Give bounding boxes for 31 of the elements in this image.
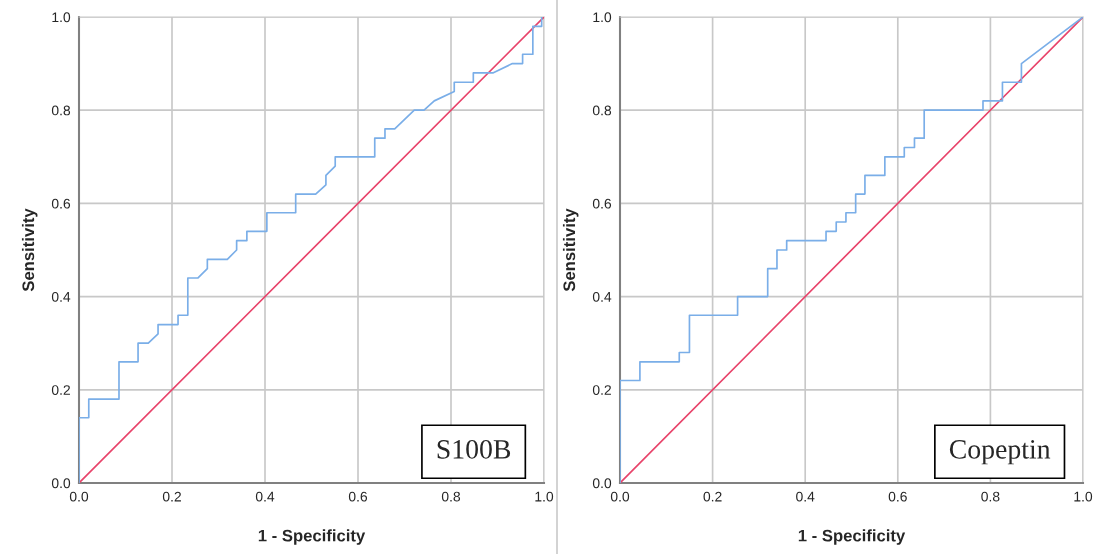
y-tick-label: 0.6: [592, 198, 612, 209]
y-tick-label: 1.0: [52, 12, 71, 23]
y-axis-title: Sensitivity: [562, 208, 579, 292]
x-tick-label: 0.4: [796, 491, 815, 502]
annotation: S100B: [437, 439, 511, 459]
x-tick-label: 0.2: [162, 491, 181, 502]
x-tick-label: 0.2: [703, 491, 722, 502]
y-tick-label: 0.4: [592, 291, 612, 302]
y-tick-label: 0.2: [592, 385, 611, 395]
x-axis-title: 1 - Specificity: [798, 529, 906, 545]
x-tick-label: 0.0: [69, 491, 89, 502]
x-tick-label: 0.0: [610, 491, 630, 502]
x-tick-label: 1.0: [1074, 491, 1093, 502]
line-series: [620, 17, 1083, 483]
x-tick-label: 0.4: [255, 491, 275, 502]
y-axis-title: Sensitivity: [21, 208, 38, 292]
x-tick-label: 0.8: [441, 491, 461, 502]
x-tick-label: 0.8: [981, 491, 1000, 502]
y-tick-label: 0.0: [51, 478, 71, 489]
x-tick-label: 0.6: [348, 491, 368, 502]
x-axis-title: 1 - Specificity: [258, 529, 366, 545]
y-tick-label: 0.8: [51, 105, 71, 116]
y-tick-label: 0.6: [51, 198, 71, 209]
y-tick-label: 0.2: [51, 385, 70, 395]
y-tick-label: 0.4: [51, 291, 71, 302]
y-tick-label: 0.8: [592, 105, 612, 116]
x-tick-label: 0.6: [888, 491, 907, 502]
y-tick-label: 0.0: [592, 478, 612, 489]
x-tick-label: 1.0: [535, 491, 554, 502]
y-tick-label: 1.0: [593, 12, 612, 23]
annotation: Copeptin: [949, 440, 1051, 465]
